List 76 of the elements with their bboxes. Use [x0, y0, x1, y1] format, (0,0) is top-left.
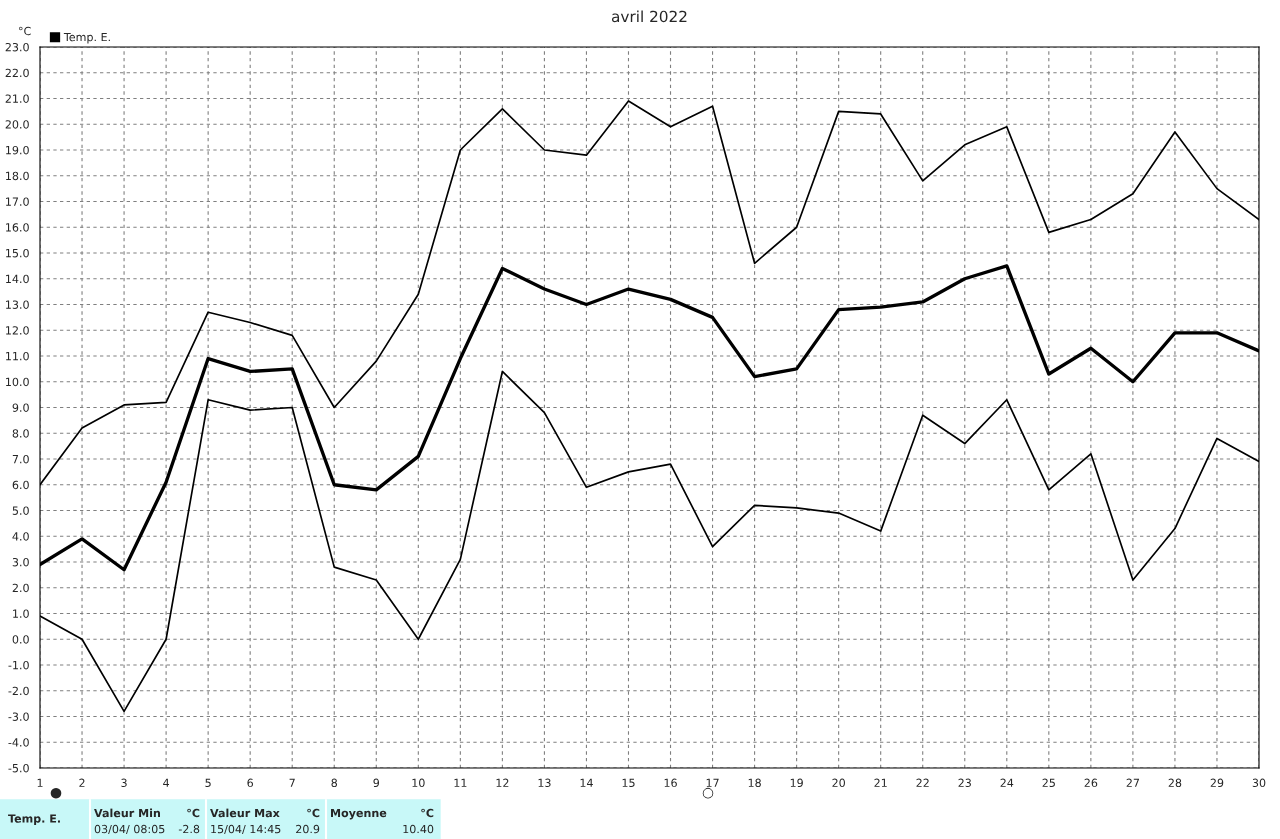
chart-title: avril 2022	[611, 10, 687, 23]
x-tick-label: 19	[790, 778, 803, 788]
x-tick-label: 21	[874, 778, 887, 787]
x-tick-label: 10	[412, 778, 425, 788]
y-tick-label: -2.0	[8, 686, 29, 696]
y-tick-label: -3.0	[8, 712, 29, 721]
y-tick-label: -4.0	[8, 738, 29, 747]
y-tick-label: 16.0	[6, 223, 29, 232]
y-tick-label: 18.0	[6, 171, 29, 181]
x-tick-label: 11	[454, 778, 467, 787]
y-tick-label: 14.0	[6, 274, 29, 284]
y-tick-label: 22.0	[5, 68, 29, 78]
text: 20.9	[296, 824, 320, 834]
text: Temp. E.	[8, 814, 60, 825]
x-tick-label: 6	[247, 778, 254, 788]
x-tick-label: 1	[37, 778, 43, 787]
text: Valeur Min	[94, 808, 160, 818]
text: °C	[187, 808, 200, 818]
y-axis-title: °C	[19, 26, 31, 36]
x-tick-label: 9	[373, 778, 380, 788]
text: °C	[421, 808, 434, 818]
x-tick-label: 7	[289, 778, 295, 787]
y-tick-label: 12.0	[6, 326, 29, 335]
text: ●	[50, 787, 62, 799]
y-tick-label: -5.0	[8, 763, 29, 773]
x-tick-label: 20	[832, 778, 845, 788]
x-tick-label: 15	[622, 778, 635, 788]
x-tick-label: 29	[1210, 778, 1224, 788]
y-tick-label: 4.0	[12, 532, 29, 541]
legend-label: Temp. E.	[63, 32, 110, 44]
y-tick-label: 15.0	[6, 248, 29, 258]
y-tick-label: 3.0	[12, 557, 29, 567]
y-tick-label: 21.0	[5, 94, 29, 103]
text: Valeur Max	[210, 808, 280, 818]
x-tick-label: 28	[1168, 778, 1182, 788]
y-tick-label: 11.0	[6, 351, 29, 361]
y-tick-label: 13.0	[6, 300, 29, 309]
y-tick-label: 2.0	[12, 583, 29, 593]
x-tick-label: 27	[1126, 778, 1140, 787]
text: 03/04/ 08:05	[94, 824, 165, 835]
text: °C	[307, 808, 320, 818]
y-tick-label: 23.0	[5, 42, 29, 52]
x-tick-label: 26	[1084, 778, 1098, 788]
y-tick-label: 5.0	[12, 506, 29, 515]
x-tick-label: 16	[664, 778, 677, 788]
x-tick-label: 13	[538, 778, 551, 788]
y-tick-label: -1.0	[8, 660, 29, 670]
y-tick-label: 0.0	[12, 635, 29, 644]
x-tick-label: 12	[496, 778, 509, 787]
y-tick-label: 9.0	[12, 403, 29, 412]
x-tick-label: 18	[748, 778, 761, 788]
x-tick-label: 30	[1252, 778, 1266, 788]
x-tick-label: 23	[958, 778, 971, 788]
x-tick-label: 8	[331, 778, 338, 788]
x-tick-label: 3	[121, 778, 127, 788]
text: ○	[702, 787, 714, 799]
x-tick-label: 4	[163, 778, 170, 787]
x-tick-label: 14	[580, 778, 593, 787]
x-tick-label: 22	[916, 778, 929, 787]
x-tick-label: 24	[1000, 778, 1014, 787]
y-tick-label: 19.0	[6, 145, 29, 155]
y-tick-label: 17.0	[6, 197, 29, 206]
text: -2.8	[178, 824, 200, 834]
y-tick-label: 20.0	[5, 120, 29, 129]
text: 15/04/ 14:45	[211, 824, 281, 835]
x-tick-label: 5	[205, 778, 211, 788]
y-tick-label: 6.0	[12, 480, 29, 490]
x-tick-label: 2	[79, 778, 85, 787]
y-tick-label: 8.0	[12, 429, 29, 438]
y-tick-label: 1.0	[13, 609, 29, 618]
x-tick-label: 25	[1042, 778, 1055, 788]
y-tick-label: 7.0	[12, 454, 29, 464]
text: 10.40	[403, 824, 434, 834]
x-tick-label: 17	[706, 778, 719, 787]
text: Moyenne	[331, 808, 387, 820]
y-tick-label: 10.0	[6, 377, 29, 387]
